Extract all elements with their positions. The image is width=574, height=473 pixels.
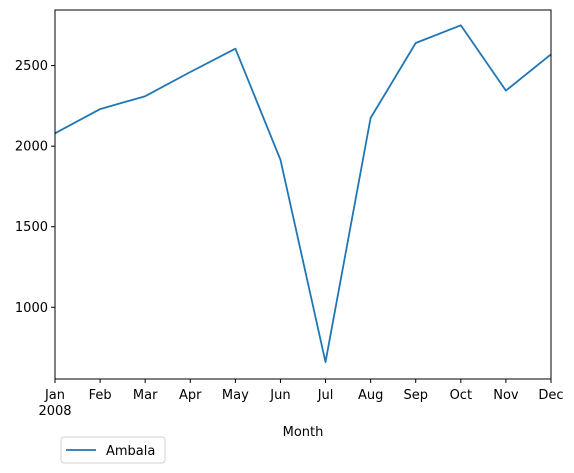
x-axis-ticks: Jan Feb Mar Apr May Jun Jul Aug Sep Oct Nov Dec	[44, 379, 564, 403]
y-tick-label: 2000	[15, 140, 48, 155]
y-tick-label: 1500	[15, 220, 48, 235]
x-tick-label: Sep	[403, 388, 428, 403]
x-tick-label: Dec	[538, 388, 563, 403]
x-tick-label: Jun	[269, 388, 290, 403]
plot-area	[54, 9, 552, 380]
x-tick-label: Apr	[179, 388, 202, 403]
x-tick-label: Jul	[317, 388, 334, 403]
x-axis-year-label: 2008	[38, 404, 71, 419]
x-tick-label: May	[222, 388, 249, 403]
legend: Ambala	[60, 436, 166, 464]
x-tick-label: Oct	[450, 388, 472, 403]
x-axis-title: Month	[283, 425, 324, 440]
x-tick-label: Mar	[133, 388, 158, 403]
y-axis-ticks: 1000 1500 2000 2500	[15, 59, 55, 316]
axes-frame	[54, 9, 552, 380]
y-tick-label: 2500	[15, 59, 48, 74]
series-line-ambala	[54, 24, 552, 364]
x-tick-label: Jan	[44, 388, 65, 403]
x-tick-label: Feb	[89, 388, 112, 403]
legend-box	[60, 436, 166, 464]
y-tick-label: 1000	[15, 301, 48, 316]
legend-label-ambala: Ambala	[106, 444, 155, 459]
x-tick-label: Aug	[358, 388, 383, 403]
x-tick-label: Nov	[493, 388, 519, 403]
